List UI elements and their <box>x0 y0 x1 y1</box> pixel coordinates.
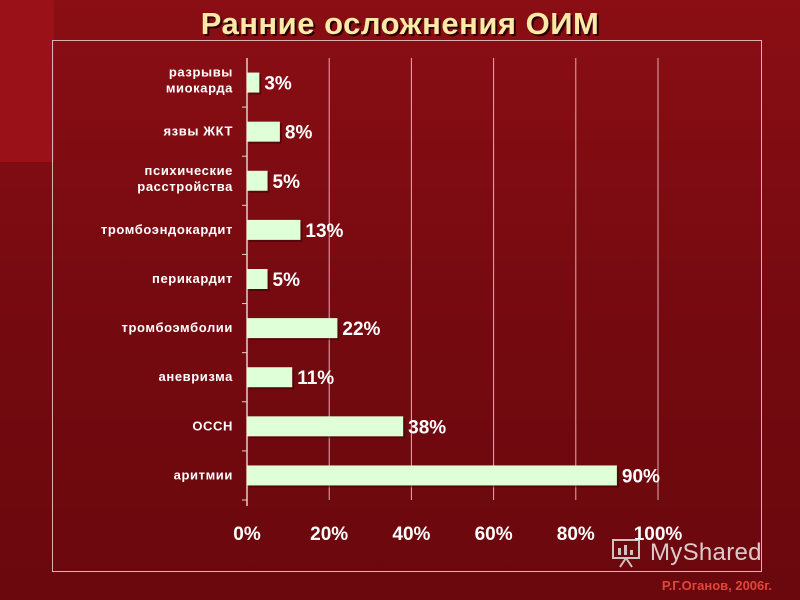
category-label: тромбоэмболии <box>122 320 233 335</box>
bar <box>247 416 404 437</box>
value-label: 38% <box>408 417 446 438</box>
value-label: 13% <box>305 221 343 242</box>
value-label: 5% <box>273 172 301 193</box>
category-label: ОССН <box>192 418 233 433</box>
value-label: 5% <box>273 270 301 291</box>
bar <box>247 318 338 339</box>
value-label: 11% <box>297 368 334 389</box>
bar <box>247 170 268 191</box>
category-label: аневризма <box>159 369 234 384</box>
chart-frame <box>52 40 762 572</box>
category-label: расстройства <box>137 179 233 194</box>
bar <box>247 72 260 93</box>
presentation-board-icon <box>612 539 640 568</box>
category-label: психические <box>145 163 233 178</box>
x-tick-label: 20% <box>310 524 348 545</box>
bar <box>247 269 268 289</box>
x-tick-label: 60% <box>475 524 513 545</box>
x-tick-label: 100% <box>634 524 683 545</box>
corner-decoration <box>0 0 54 162</box>
value-label: 22% <box>342 319 380 340</box>
value-label: 3% <box>264 74 292 95</box>
watermark-text: MyShared <box>650 539 762 566</box>
category-label: разрывы <box>169 65 233 80</box>
x-tick-label: 0% <box>233 524 261 545</box>
slide-title: Ранние осложнения ОИМ <box>200 6 600 41</box>
value-label: 90% <box>622 466 660 487</box>
category-label: язвы ЖКТ <box>163 124 233 139</box>
bar <box>247 367 293 388</box>
value-label: 8% <box>285 123 313 144</box>
watermark: MyShared <box>610 536 762 570</box>
category-label: перикардит <box>152 271 233 286</box>
bar <box>247 465 617 486</box>
x-tick-label: 40% <box>392 524 430 545</box>
category-label: миокарда <box>166 81 233 96</box>
x-tick-label: 80% <box>557 524 595 545</box>
bar <box>247 219 301 240</box>
credit-text: Р.Г.Оганов, 2006г. <box>661 578 772 593</box>
category-label: тромбоэндокардит <box>101 222 233 237</box>
bar <box>247 121 280 142</box>
category-label: аритмии <box>174 467 233 482</box>
